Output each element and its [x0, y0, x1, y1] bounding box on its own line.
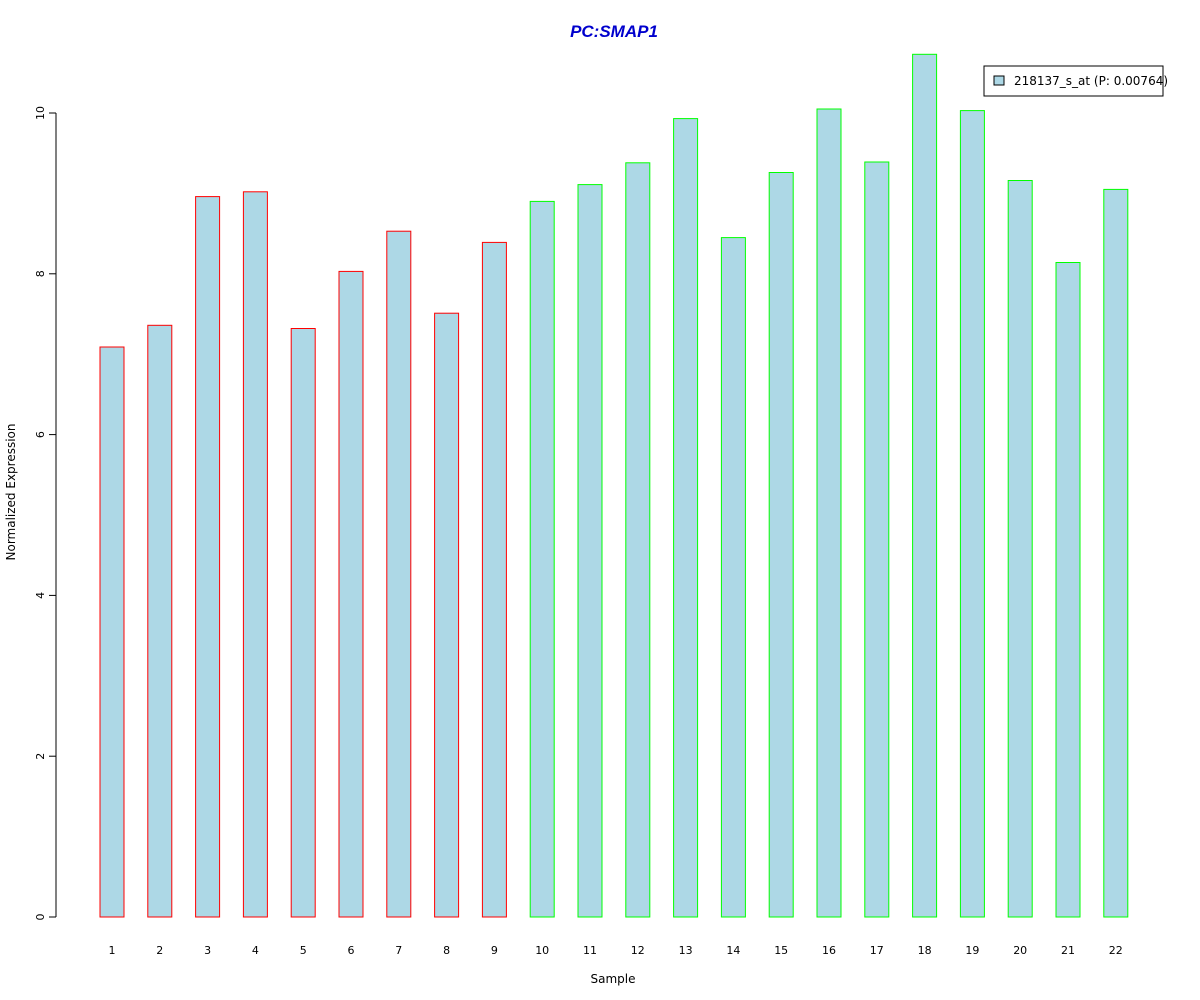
y-axis-label: Normalized Expression — [4, 423, 18, 560]
bar-sample-7 — [386, 230, 412, 918]
x-tick-label: 11 — [583, 944, 597, 957]
bar-sample-21 — [1055, 262, 1081, 918]
x-tick-label: 21 — [1061, 944, 1075, 957]
bar-sample-20 — [1007, 180, 1033, 918]
bar-sample-18 — [912, 53, 938, 918]
bar-sample-1 — [99, 346, 125, 918]
x-tick-label: 4 — [252, 944, 259, 957]
bar-sample-14 — [720, 237, 746, 918]
bar-sample-8 — [434, 312, 460, 918]
x-tick-label: 13 — [679, 944, 693, 957]
x-tick-label: 2 — [156, 944, 163, 957]
x-tick-label: 7 — [395, 944, 402, 957]
chart-title: PC:SMAP1 — [570, 22, 658, 41]
bar-sample-12 — [625, 162, 651, 918]
bar-sample-5 — [290, 328, 316, 918]
x-tick-label: 12 — [631, 944, 645, 957]
x-tick-label: 10 — [535, 944, 549, 957]
bar-sample-6 — [338, 270, 364, 918]
bar-sample-9 — [481, 241, 507, 918]
x-tick-label: 20 — [1013, 944, 1027, 957]
legend-label: 218137_s_at (P: 0.00764) — [1014, 74, 1168, 88]
x-tick-label: 14 — [726, 944, 740, 957]
y-tick-label: 10 — [34, 106, 47, 120]
y-tick-label: 8 — [34, 270, 47, 277]
legend-swatch — [993, 75, 1005, 86]
y-axis: 0 2 4 6 8 10 — [34, 106, 57, 921]
y-tick-label: 6 — [34, 431, 47, 438]
x-tick-label: 8 — [443, 944, 450, 957]
bar-sample-11 — [577, 184, 603, 918]
x-tick-label: 3 — [204, 944, 211, 957]
legend: 218137_s_at (P: 0.00764) — [983, 65, 1168, 97]
y-tick-label: 4 — [34, 592, 47, 599]
x-tick-label: 5 — [300, 944, 307, 957]
x-tick-label: 16 — [822, 944, 836, 957]
bar-sample-22 — [1103, 188, 1129, 918]
x-tick-label: 9 — [491, 944, 498, 957]
x-tick-label: 17 — [870, 944, 884, 957]
bar-sample-16 — [816, 108, 842, 918]
x-axis-label: Sample — [591, 972, 636, 986]
x-tick-label: 19 — [965, 944, 979, 957]
legend-box — [983, 65, 1164, 97]
x-tick-label: 15 — [774, 944, 788, 957]
x-tick-label: 18 — [918, 944, 932, 957]
bar-sample-13 — [673, 118, 699, 918]
bar-sample-2 — [147, 324, 173, 918]
y-tick-label: 0 — [34, 914, 47, 921]
x-tick-label: 22 — [1109, 944, 1123, 957]
bars — [99, 53, 1129, 918]
y-tick-label: 2 — [34, 753, 47, 760]
x-tick-label: 1 — [109, 944, 116, 957]
bar-sample-19 — [959, 110, 985, 918]
bar-sample-15 — [768, 172, 794, 918]
x-tick-label: 6 — [348, 944, 355, 957]
bar-sample-3 — [195, 196, 221, 918]
bar-sample-4 — [242, 191, 268, 918]
x-tick-labels: 1 2 3 4 5 6 7 8 9 10 11 12 13 14 15 16 17 18 19 20 21 22 — [109, 944, 1123, 957]
bar-sample-17 — [864, 161, 890, 918]
bar-sample-10 — [529, 200, 555, 918]
